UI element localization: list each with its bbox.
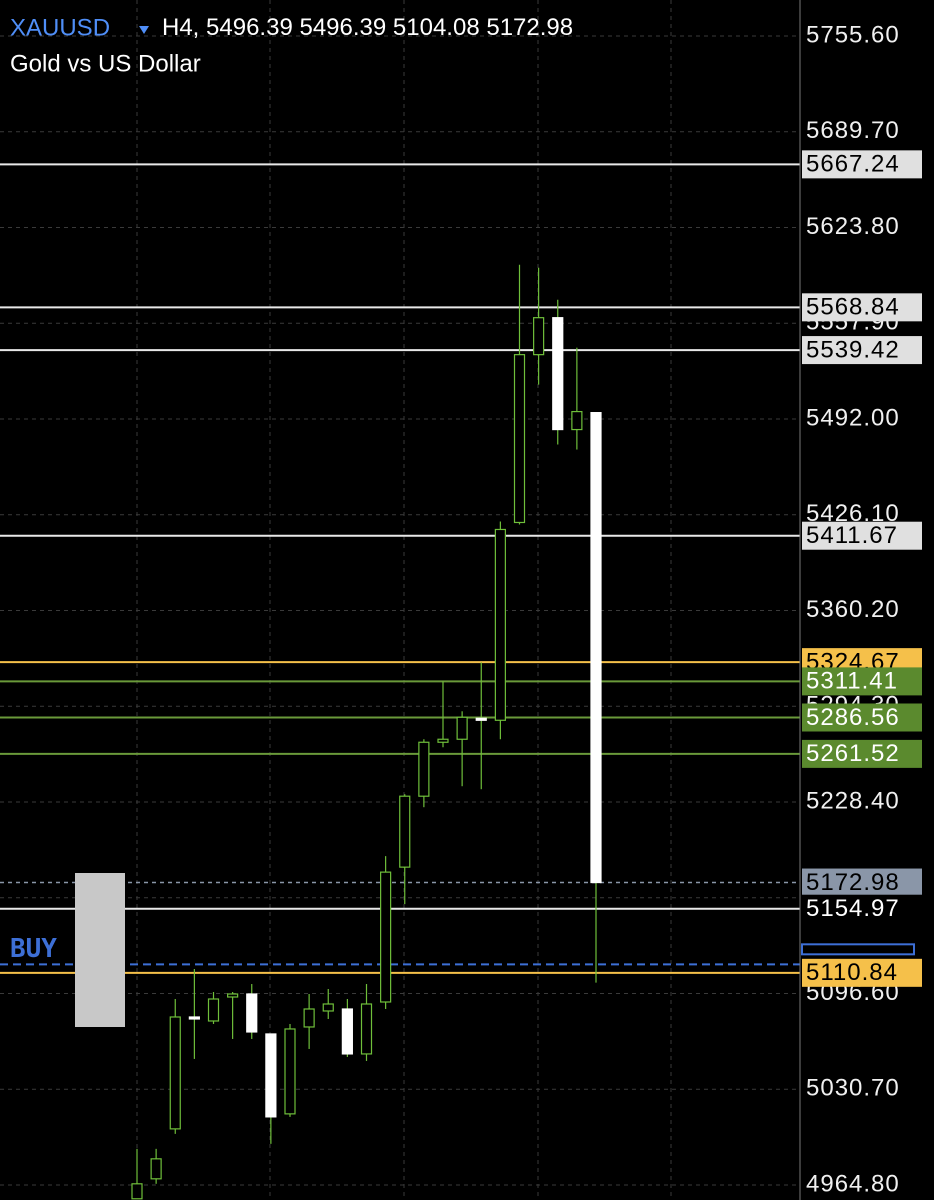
level-label-box bbox=[802, 739, 922, 768]
candle-body bbox=[571, 410, 583, 431]
level-labels: 5667.245568.845539.425411.675324.675311.… bbox=[10, 150, 922, 987]
candle-body bbox=[360, 1003, 373, 1055]
level-label: 5172.98 bbox=[806, 869, 900, 896]
y-tick-label: 5689.70 bbox=[806, 117, 900, 144]
high: 5496.39 bbox=[299, 14, 386, 41]
level-label: 5110.84 bbox=[806, 959, 898, 986]
order-label: BUY bbox=[10, 934, 57, 964]
candle-body bbox=[169, 1016, 181, 1130]
header: XAUUSD H4, 5496.39 5496.39 5104.08 5172.… bbox=[10, 14, 573, 77]
candle-body bbox=[207, 998, 220, 1022]
candle-body bbox=[131, 1183, 143, 1200]
timeframe: H4, bbox=[162, 14, 199, 41]
level-label: 5311.41 bbox=[806, 668, 898, 695]
position-marker bbox=[75, 873, 125, 1027]
level-label-box bbox=[802, 521, 922, 550]
description: Gold vs US Dollar bbox=[10, 50, 201, 77]
level-label-box bbox=[802, 293, 922, 322]
level-label: 5539.42 bbox=[806, 336, 900, 363]
candle-body bbox=[399, 795, 411, 868]
candle-body bbox=[380, 871, 392, 1003]
level-label-box bbox=[802, 150, 922, 179]
level-label-box bbox=[802, 958, 922, 987]
level-label: 5667.24 bbox=[806, 151, 900, 178]
candle-body bbox=[303, 1008, 315, 1028]
candle-body bbox=[322, 1003, 334, 1012]
candle-body bbox=[265, 1033, 277, 1118]
candle-body bbox=[552, 317, 564, 431]
candle-body bbox=[456, 716, 468, 740]
open: 5496.39 bbox=[206, 14, 293, 41]
candle-body bbox=[475, 717, 487, 721]
candle-body bbox=[494, 528, 506, 721]
y-tick-label: 5623.80 bbox=[806, 213, 900, 240]
y-tick-label: 5030.70 bbox=[806, 1075, 900, 1102]
level-label-box bbox=[802, 868, 922, 897]
level-label: 5286.56 bbox=[806, 704, 900, 731]
level-label-box bbox=[802, 667, 922, 696]
y-tick-label: 5492.00 bbox=[806, 404, 900, 431]
candle-body bbox=[341, 1008, 353, 1055]
level-label-box bbox=[802, 894, 922, 923]
candle-body bbox=[246, 993, 258, 1033]
level-label: 5154.97 bbox=[806, 895, 900, 922]
level-label: 5411.67 bbox=[806, 522, 898, 549]
candle-body bbox=[590, 412, 602, 884]
candle-body bbox=[284, 1028, 296, 1115]
candle-body bbox=[227, 993, 239, 998]
level-label: 5568.84 bbox=[806, 294, 900, 321]
symbol[interactable]: XAUUSD bbox=[10, 14, 110, 41]
level-label-box bbox=[802, 703, 922, 732]
candle-body bbox=[418, 741, 430, 797]
candle-body bbox=[188, 1016, 200, 1020]
level-label-box bbox=[802, 336, 922, 365]
close: 5172.98 bbox=[486, 14, 573, 41]
y-tick-label: 5360.20 bbox=[806, 596, 900, 623]
level-label: 5261.52 bbox=[806, 740, 900, 767]
order-label-box bbox=[801, 943, 915, 956]
candle-body bbox=[437, 738, 449, 743]
candle-body bbox=[150, 1158, 162, 1180]
symbol-dropdown[interactable] bbox=[139, 26, 149, 34]
candles bbox=[131, 264, 602, 1200]
grid bbox=[0, 0, 800, 1200]
low: 5104.08 bbox=[393, 14, 480, 41]
candle-body bbox=[513, 354, 526, 524]
header-ohlc: H4, 5496.39 5496.39 5104.08 5172.98 bbox=[162, 14, 573, 41]
candle-body bbox=[533, 317, 545, 356]
y-tick-label: 5755.60 bbox=[806, 21, 900, 48]
levels bbox=[0, 163, 800, 974]
y-tick-label: 4964.80 bbox=[806, 1170, 900, 1197]
y-tick-label: 5228.40 bbox=[806, 787, 900, 814]
